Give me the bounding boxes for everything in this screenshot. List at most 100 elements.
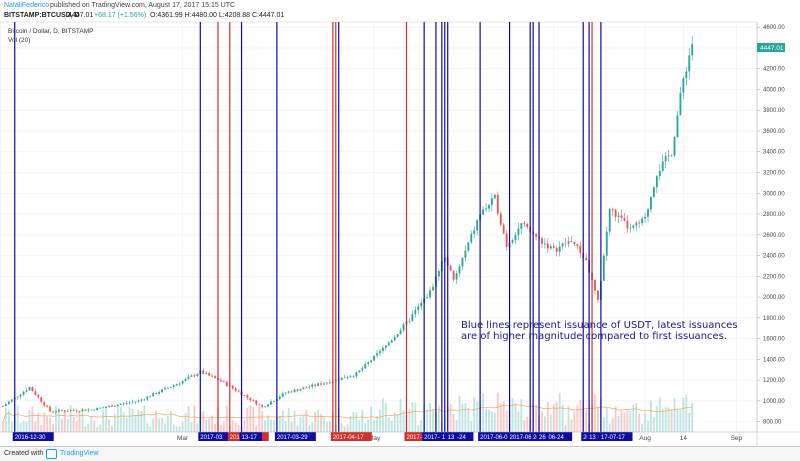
candle-body (302, 387, 305, 390)
candle-body (505, 233, 508, 247)
volume-bar (482, 393, 484, 432)
volume-bar (602, 417, 605, 432)
candle-body (193, 375, 196, 377)
volume-bar (490, 411, 493, 432)
volume-bar (234, 422, 237, 432)
candle-body (231, 385, 234, 389)
candle-body (343, 377, 346, 379)
volume-label: Vol (20) (8, 37, 31, 44)
volume-bar (237, 424, 240, 432)
price-chart[interactable]: 800.00 1000.00 1200.00 1400.00 1600.00 1800.0… (0, 0, 800, 446)
volume-bar (311, 421, 314, 432)
volume-bar (396, 414, 399, 432)
candle-body (264, 406, 267, 408)
volume-bar (526, 416, 529, 432)
candle-body (99, 407, 102, 409)
candle-body (414, 310, 417, 315)
candle-body (655, 176, 658, 188)
candle-body (87, 409, 90, 411)
candle-body (393, 336, 396, 341)
volume-bar (284, 421, 287, 432)
volume-bar (202, 411, 205, 432)
volume-bar (570, 419, 573, 432)
volume-bar (611, 418, 614, 432)
issuance-date-label: 2017-06-06 (480, 435, 511, 441)
volume-bar (688, 412, 691, 432)
candle-body (113, 406, 116, 407)
candle-body (137, 400, 140, 402)
candle-body (237, 390, 240, 392)
volume-bar (676, 408, 679, 432)
tradingview-brand[interactable]: TradingView (60, 450, 99, 457)
volume-bar (220, 425, 222, 432)
volume-bar (608, 423, 611, 432)
volume-bar (384, 403, 387, 432)
candle-body (37, 394, 40, 398)
volume-bar (128, 406, 131, 432)
x-tick-label: 14 (680, 435, 688, 442)
candle-body (464, 250, 467, 258)
candle-body (585, 258, 588, 261)
candle-body (650, 197, 652, 210)
pane-title: Bitcoin / Dollar, D, BITSTAMP (8, 28, 94, 35)
volume-bar (658, 397, 661, 432)
y-tick-label: 3600.00 (763, 129, 785, 135)
y-tick-label: 3200.00 (763, 171, 785, 177)
candle-body (449, 265, 452, 271)
issuance-date-label: 2017-06-24 (533, 435, 564, 441)
volume-bar (158, 418, 160, 432)
candle-body (623, 217, 626, 221)
candle-body (225, 381, 228, 387)
candle-body (476, 220, 479, 231)
issuance-date-tag (198, 432, 229, 441)
volume-bar (679, 409, 682, 432)
candle-body (131, 401, 134, 403)
volume-bar (585, 409, 588, 432)
volume-bar (647, 420, 649, 432)
candle-body (270, 401, 272, 405)
candle-body (326, 382, 328, 384)
candle-body (81, 409, 84, 412)
issuance-date-tag (598, 432, 633, 441)
candle-body (116, 404, 119, 407)
candle-body (299, 389, 302, 391)
candle-body (140, 399, 143, 401)
candle-body (632, 225, 635, 228)
candle-body (517, 228, 520, 235)
candle-body (178, 383, 181, 385)
author-link[interactable]: NataliFederico (4, 2, 50, 9)
issuance-date-tag (330, 432, 372, 441)
volume-ma-line (2, 404, 693, 422)
issuance-date-label: 2017-06-16 (510, 435, 541, 441)
volume-bar (544, 416, 546, 432)
candle-body (396, 334, 399, 337)
last-price: 4447.01 (68, 12, 94, 19)
candle-body (296, 389, 299, 391)
candle-body (402, 324, 405, 331)
volume-bar (564, 425, 567, 432)
y-tick-label: 1600.00 (763, 337, 785, 343)
candle-body (493, 194, 496, 199)
candle-body (69, 410, 72, 412)
candle-body (355, 372, 358, 377)
issuance-date-label: 13 (448, 435, 455, 441)
candle-body (373, 355, 375, 361)
volume-bar (641, 423, 644, 432)
candle-body (55, 411, 57, 413)
volume-bar (555, 401, 558, 432)
volume-bar (22, 420, 25, 432)
candle-body (370, 360, 373, 363)
volume-bar (455, 419, 458, 432)
volume-bar (328, 421, 331, 432)
volume-bar (576, 404, 579, 432)
candle-body (679, 92, 682, 116)
x-tick-label: May (368, 435, 381, 442)
volume-bar (411, 402, 414, 432)
y-tick-label: 2800.00 (763, 212, 785, 218)
candle-body (287, 391, 290, 393)
candle-body (146, 396, 149, 400)
volume-bar (246, 407, 249, 432)
volume-bar (81, 408, 84, 432)
candle-body (155, 393, 158, 394)
candle-body (670, 155, 673, 157)
